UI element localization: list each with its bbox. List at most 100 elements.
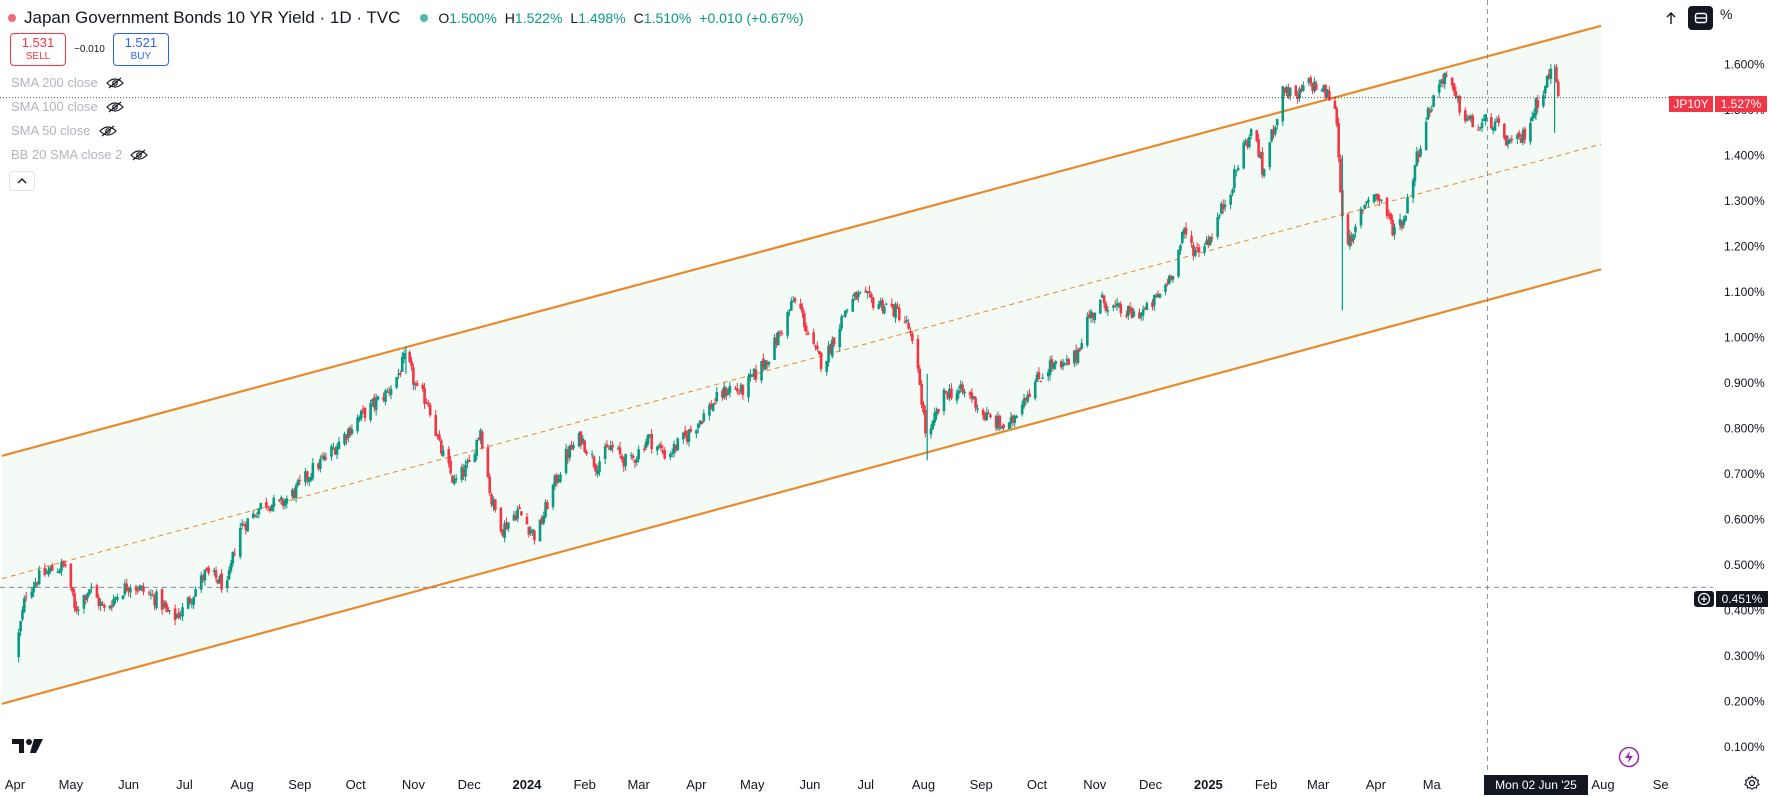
candle [449,455,452,476]
percent-scale-toggle[interactable]: % [1720,6,1733,22]
scroll-up-button[interactable] [1660,6,1682,30]
indicator-label: SMA 100 close [11,99,98,114]
candle [1229,193,1232,210]
indicator-bb20[interactable]: BB 20 SMA close 2 [11,147,149,162]
candle [376,395,380,401]
candle [981,407,985,421]
indicator-sma50[interactable]: SMA 50 close [11,123,117,138]
candle [1469,114,1473,123]
channel-lower-line[interactable] [1,268,1602,705]
candle [317,462,320,471]
candle [752,368,756,380]
candle [1359,206,1363,229]
candle [1100,291,1104,298]
y-tick-label: 1.100% [1724,285,1765,299]
candle [1300,84,1303,94]
candle [1007,421,1011,429]
sell-button[interactable]: 1.531 SELL [10,33,66,66]
auto-scale-button[interactable] [1688,6,1713,30]
candle [114,596,117,604]
indicator-sma100[interactable]: SMA 100 close [11,99,124,114]
candle [192,595,196,610]
candle [676,437,680,451]
time-axis[interactable]: Apr May Jun Jul Aug Sep Oct Nov Dec 2024 Feb Mar Apr… [5,777,1669,792]
candle [1454,86,1458,100]
candle [1510,135,1514,144]
symbol-title[interactable]: Japan Government Bonds 10 YR Yield · 1D … [24,8,401,27]
candle [1039,380,1043,383]
candle [644,438,648,451]
candle [765,360,769,370]
candle [1072,350,1076,368]
candle [1166,278,1169,287]
price-axis[interactable]: 0.100% 0.200% 0.300% 0.400% 0.500% 0.600% 0.70… [1724,58,1765,755]
candle [23,595,26,614]
candle [63,560,67,568]
candle [268,506,272,513]
open-label: O [438,10,450,26]
collapse-legend-button[interactable] [9,171,35,191]
candle [492,496,495,512]
candle [1476,124,1480,131]
settings-gear-icon[interactable] [1744,775,1760,791]
candle [1076,347,1080,365]
candle [199,571,203,594]
candle [436,433,439,440]
candle [467,454,471,463]
candle [1339,154,1342,193]
candle [1322,84,1326,93]
candle [1089,308,1093,323]
candle [1086,312,1089,348]
candle [1529,117,1532,145]
indicator-sma200[interactable]: SMA 200 close [11,75,124,90]
candle [1415,146,1419,167]
candle [229,559,233,574]
hidden-eye-icon[interactable] [130,149,149,161]
candle [1484,113,1488,126]
candle [50,562,54,571]
hidden-eye-icon[interactable] [98,125,117,137]
trade-buttons: 1.531 SELL −0.010 1.521 BUY [10,33,169,66]
candle [702,409,706,423]
candle [1210,233,1214,243]
candle [1365,201,1368,207]
candle [590,450,594,459]
candle [803,310,806,332]
candle [685,430,689,445]
candle [1221,199,1225,214]
candle [166,604,169,613]
candle [475,439,478,461]
candle [168,609,171,615]
candle [253,514,257,518]
candle [1516,132,1519,145]
candle [1536,94,1540,113]
candle [1549,64,1553,85]
buy-button[interactable]: 1.521 BUY [112,33,169,66]
x-tick-label: Oct [346,777,367,792]
candle [864,286,868,293]
low-label: L [570,10,579,26]
candle [101,600,104,606]
live-dot-icon [420,14,429,22]
candle [683,425,687,438]
lightning-icon[interactable] [1618,746,1640,768]
candle [335,443,339,460]
candle [525,512,529,525]
add-alert-button[interactable] [1694,591,1714,607]
candle [1052,362,1056,371]
candle [624,453,627,471]
hidden-eye-icon[interactable] [105,101,124,113]
hidden-eye-icon[interactable] [105,77,124,89]
x-tick-label: May [59,777,84,792]
candle [931,419,935,431]
candle [669,451,672,461]
candle [447,446,451,468]
candle [227,566,231,581]
tradingview-logo-icon[interactable] [12,738,44,754]
candle [1557,79,1560,98]
candle [736,382,739,395]
x-tick-label: Nov [1083,777,1107,792]
candle [296,478,300,488]
candle [272,494,276,513]
